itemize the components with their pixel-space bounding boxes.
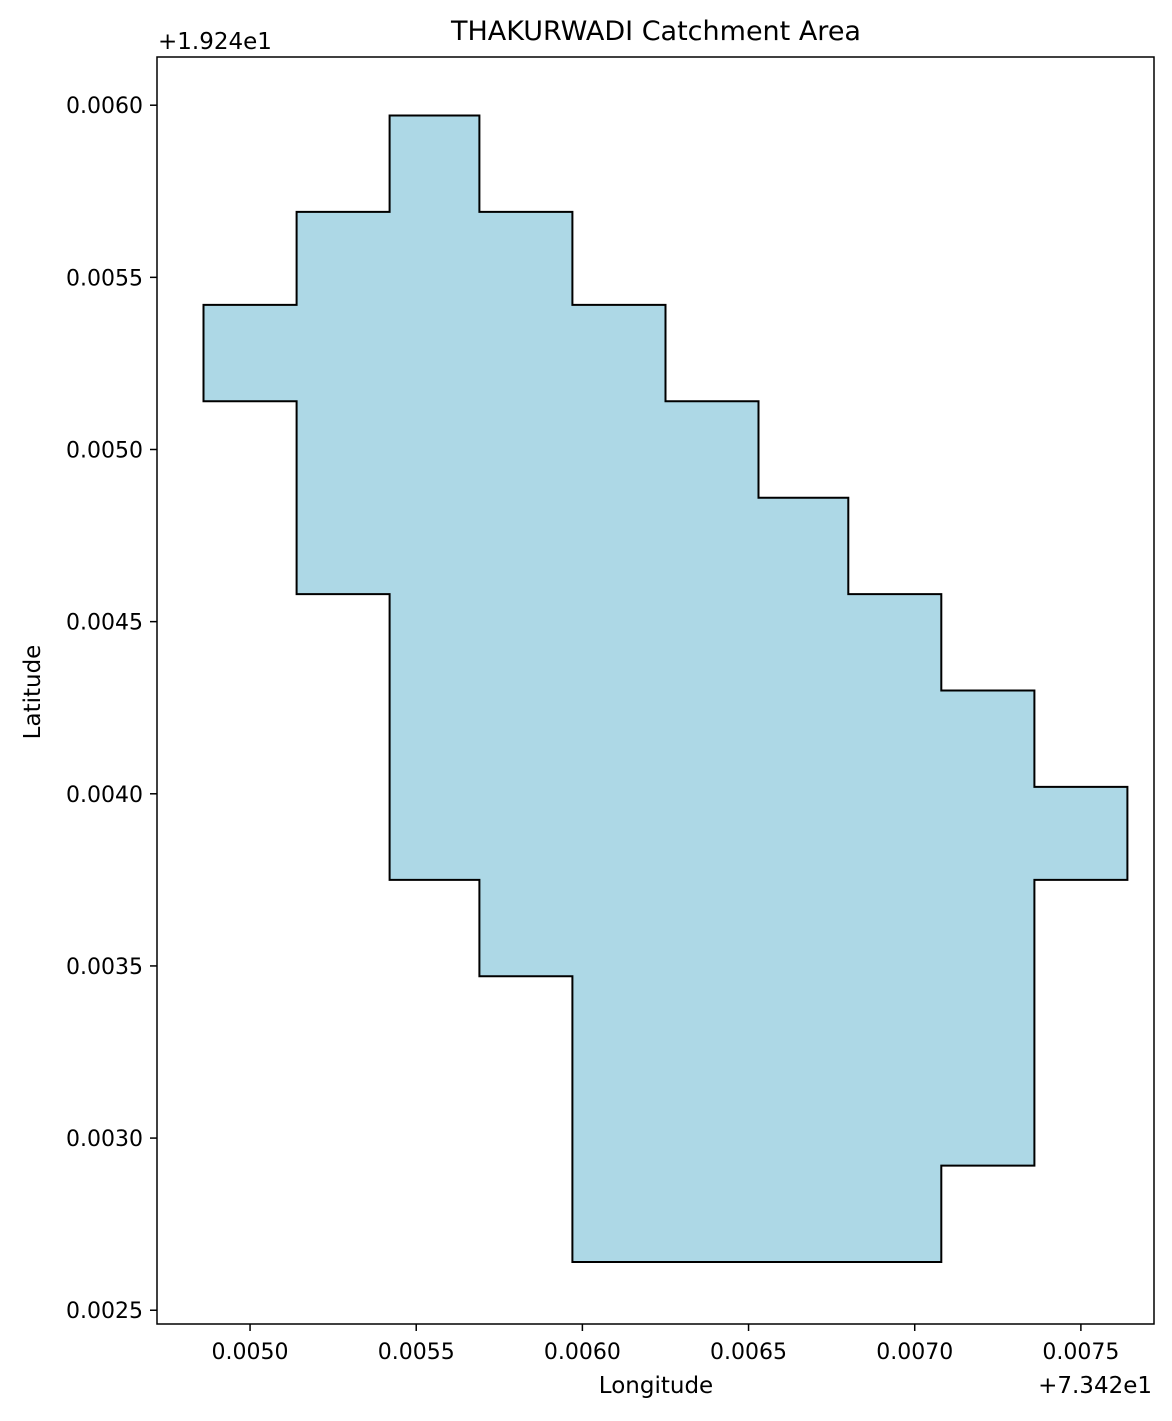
y-tick-label: 0.0040 xyxy=(66,783,143,808)
x-tick-label: 0.0050 xyxy=(212,1340,289,1365)
y-tick-label: 0.0025 xyxy=(66,1299,143,1324)
polygon-layer xyxy=(202,114,1129,1263)
y-tick-label: 0.0030 xyxy=(66,1127,143,1152)
y-axis-ticks: 0.0025 0.0030 0.0035 0.0040 0.0045 0.0050 0.00… xyxy=(66,94,157,1324)
x-axis-label: Longitude xyxy=(599,1373,713,1399)
plot-frame xyxy=(156,56,1155,1325)
x-tick-label: 0.0075 xyxy=(1042,1340,1119,1365)
x-axis-offset-label: +7.342e1 xyxy=(1038,1373,1152,1399)
x-tick-label: 0.0055 xyxy=(378,1340,455,1365)
y-axis-label: Latitude xyxy=(20,645,46,740)
y-tick-label: 0.0050 xyxy=(66,438,143,463)
x-axis-ticks: 0.0050 0.0055 0.0060 0.0065 0.0070 0.0075 xyxy=(212,1324,1119,1365)
chart-title: THAKURWADI Catchment Area xyxy=(450,16,861,47)
y-tick-label: 0.0035 xyxy=(66,955,143,980)
x-tick-label: 0.0065 xyxy=(710,1340,787,1365)
x-tick-label: 0.0060 xyxy=(544,1340,621,1365)
y-tick-label: 0.0060 xyxy=(66,94,143,119)
catchment-polygon xyxy=(202,114,1129,1263)
x-tick-label: 0.0070 xyxy=(876,1340,953,1365)
y-axis-offset-label: +1.924e1 xyxy=(158,29,272,55)
y-tick-label: 0.0045 xyxy=(66,611,143,636)
y-tick-label: 0.0055 xyxy=(66,266,143,291)
